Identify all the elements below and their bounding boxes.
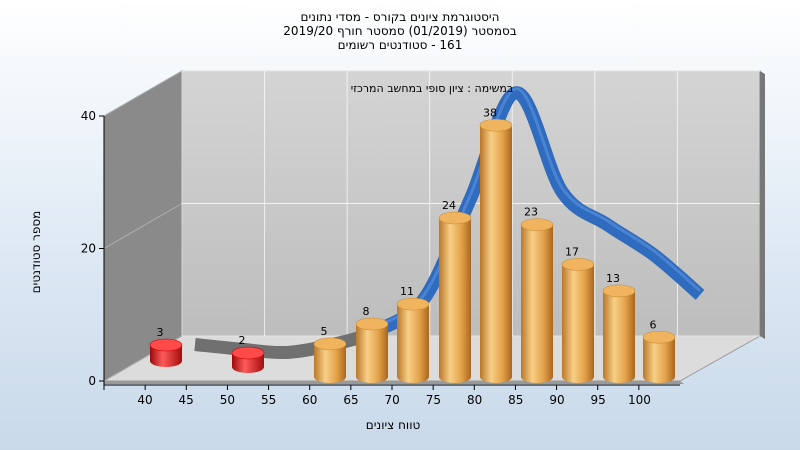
side-grid-line <box>103 70 183 117</box>
x-tick-label: 45 <box>179 393 194 407</box>
bar-value-label: 38 <box>483 106 497 119</box>
curve-highlight <box>377 87 701 328</box>
x-tick-label: 70 <box>385 393 400 407</box>
bar-top <box>479 118 513 132</box>
bar-value-label: 13 <box>606 272 620 285</box>
x-tick-label: 75 <box>426 393 441 407</box>
bar-value-label: 11 <box>400 285 414 298</box>
bar-top <box>642 330 676 344</box>
chart-annotation: במשימה : ציון סופי במחשב המרכזי <box>351 82 514 95</box>
bar-top <box>231 346 265 360</box>
bar-value-label: 3 <box>157 326 164 339</box>
bar-body <box>521 224 553 383</box>
x-tick-label: 50 <box>220 393 235 407</box>
bar-value-label: 17 <box>565 245 579 258</box>
bar-body <box>562 264 594 383</box>
bar: 24 <box>438 199 472 383</box>
bar-body <box>603 290 635 383</box>
bar-top <box>520 218 554 231</box>
chart-title-line-1: היסטוגרמת ציונים בקורס - מסדי נתונים <box>300 10 500 24</box>
x-tick-label: 95 <box>591 393 606 407</box>
bar: 38 <box>479 106 513 383</box>
x-axis-label: טווח ציונים <box>365 418 421 432</box>
bar: 13 <box>602 272 636 383</box>
bar: 8 <box>355 305 389 383</box>
bar: 17 <box>561 245 595 383</box>
bar-body <box>397 304 429 383</box>
x-tick-label: 65 <box>343 393 358 407</box>
bar: 3 <box>149 326 183 367</box>
back-wall-edge <box>760 71 765 339</box>
floor-edge <box>104 381 684 384</box>
x-tick-label: 100 <box>628 393 651 407</box>
bar-body <box>643 337 675 383</box>
grid-lines <box>103 70 760 382</box>
bar-value-label: 23 <box>524 206 538 219</box>
bar: 6 <box>642 318 676 383</box>
x-tick-label: 55 <box>261 393 276 407</box>
x-tick-label: 60 <box>302 393 317 407</box>
bar-top <box>396 297 430 311</box>
x-tick-label: 85 <box>508 393 523 407</box>
bar-value-label: 8 <box>363 305 370 318</box>
bar-body <box>480 125 512 383</box>
bar-body <box>439 218 471 383</box>
bar-value-label: 24 <box>442 199 456 212</box>
bar: 23 <box>520 206 554 383</box>
x-tick-label: 40 <box>137 393 152 407</box>
bar-top <box>355 317 389 331</box>
y-tick-label: 20 <box>81 242 96 256</box>
bar-top <box>561 258 595 271</box>
bars-group: 3 2 5 8 11 24 38 23 17 13 6 <box>149 106 676 383</box>
side-grid-line <box>103 203 183 249</box>
bar: 11 <box>396 285 430 383</box>
bar-top <box>313 337 347 351</box>
bar-body <box>356 324 388 383</box>
chart-title-line-3: 161 - סטודנטים רשומים <box>337 38 463 52</box>
x-tick-label: 90 <box>549 393 564 407</box>
bar-value-label: 6 <box>650 318 657 331</box>
bar-value-label: 2 <box>239 334 246 347</box>
bar: 5 <box>313 325 347 383</box>
bar-top <box>438 211 472 225</box>
chart-title-line-2: בסמסטר (01/2019) סמסטר חורף 2019/20 <box>283 24 517 38</box>
y-tick-label: 0 <box>88 374 96 388</box>
bar-top <box>149 338 183 352</box>
bar: 2 <box>231 334 265 373</box>
bar-body <box>314 343 346 383</box>
y-tick-label: 40 <box>81 109 96 123</box>
y-axis-label: מספר סטודנטים <box>29 210 43 294</box>
curve-band <box>374 86 705 336</box>
x-tick-label: 80 <box>467 393 482 407</box>
bar-value-label: 5 <box>321 325 328 338</box>
bar-top <box>602 284 636 298</box>
